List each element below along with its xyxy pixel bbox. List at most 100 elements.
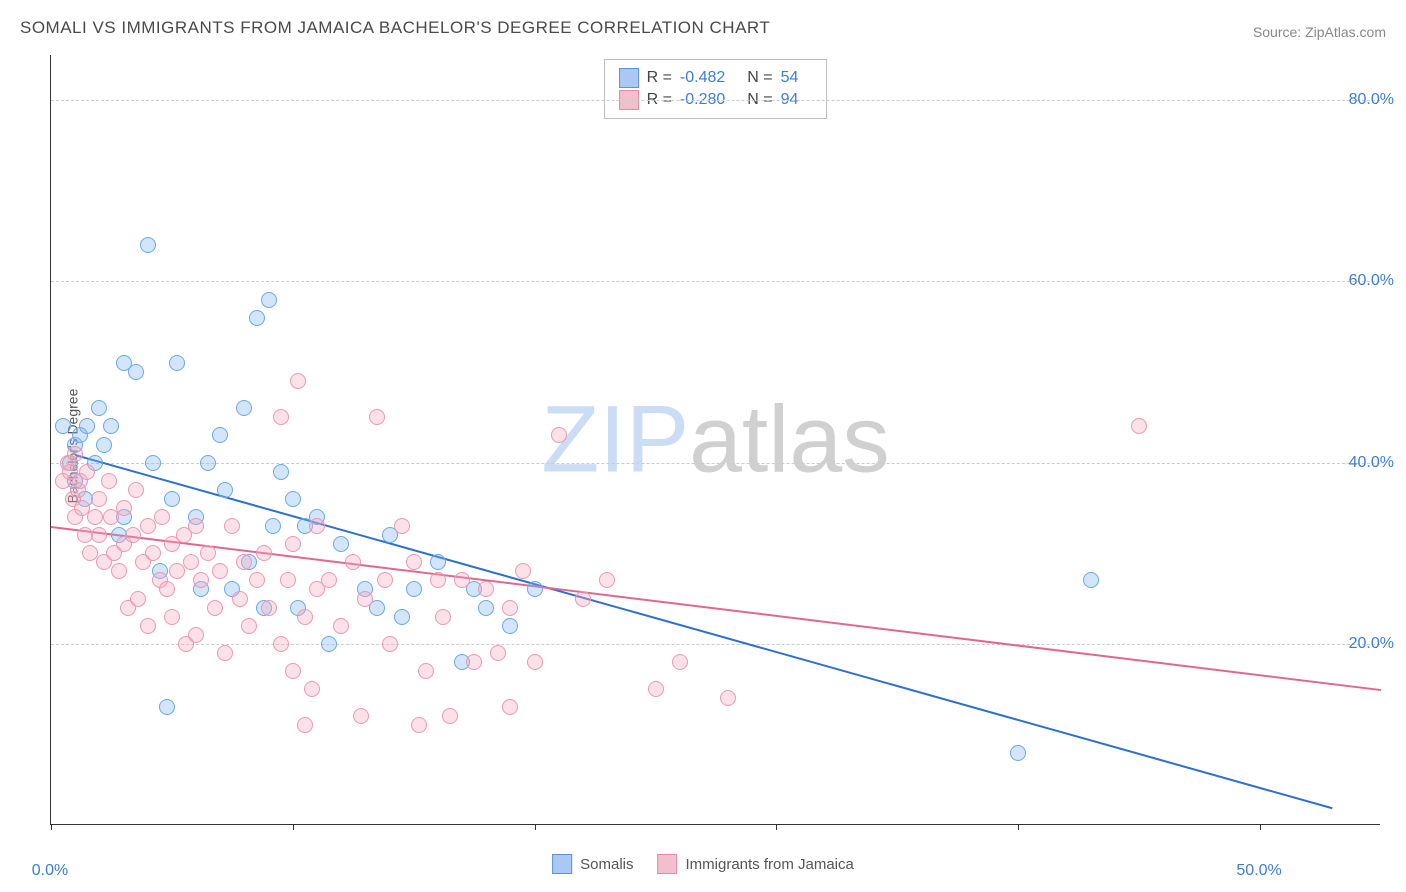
scatter-point [183,554,199,570]
scatter-point [91,491,107,507]
scatter-point [217,482,233,498]
scatter-point [720,690,736,706]
scatter-point [273,636,289,652]
scatter-point [128,482,144,498]
x-axis-min-label: 0.0% [32,862,68,880]
scatter-point [67,446,83,462]
scatter-point [128,364,144,380]
scatter-point [224,518,240,534]
scatter-point [502,699,518,715]
scatter-point [502,600,518,616]
scatter-point [304,681,320,697]
scatter-point [333,618,349,634]
scatter-point [140,237,156,253]
scatter-point [236,400,252,416]
scatter-point [478,600,494,616]
x-tick [776,824,777,830]
y-tick-label: 60.0% [1349,272,1394,290]
scatter-point [297,609,313,625]
scatter-point [435,609,451,625]
scatter-point [212,563,228,579]
scatter-point [154,509,170,525]
scatter-point [442,708,458,724]
legend-swatch [552,854,572,874]
scatter-point [466,654,482,670]
scatter-point [164,491,180,507]
x-tick [1260,824,1261,830]
scatter-point [515,563,531,579]
legend-item: Immigrants from Jamaica [657,854,853,874]
y-tick-label: 40.0% [1349,454,1394,472]
scatter-point [164,609,180,625]
bottom-legend: Somalis Immigrants from Jamaica [552,854,854,874]
scatter-point [256,545,272,561]
n-label: N = [747,69,772,87]
chart-title: SOMALI VS IMMIGRANTS FROM JAMAICA BACHEL… [20,18,770,38]
scatter-point [159,699,175,715]
x-axis-max-label: 50.0% [1236,862,1281,880]
scatter-point [418,663,434,679]
y-tick-label: 20.0% [1349,635,1394,653]
scatter-point [249,572,265,588]
scatter-point [193,572,209,588]
scatter-point [333,536,349,552]
scatter-point [382,636,398,652]
x-tick [535,824,536,830]
scatter-point [672,654,688,670]
scatter-point [111,563,127,579]
scatter-point [502,618,518,634]
scatter-point [273,464,289,480]
scatter-point [1131,418,1147,434]
gridline [51,281,1380,282]
scatter-point [169,355,185,371]
scatter-point [91,400,107,416]
scatter-point [394,609,410,625]
scatter-point [280,572,296,588]
gridline [51,644,1380,645]
scatter-point [101,473,117,489]
scatter-point [82,545,98,561]
scatter-point [103,418,119,434]
scatter-point [200,545,216,561]
plot-area: ZIPatlas R =-0.482N =54R =-0.280N =94 [50,55,1380,825]
watermark: ZIPatlas [541,385,889,494]
scatter-point [394,518,410,534]
x-tick [51,824,52,830]
scatter-point [241,618,257,634]
scatter-point [145,455,161,471]
scatter-point [377,572,393,588]
scatter-point [321,572,337,588]
gridline [51,463,1380,464]
legend-label: Immigrants from Jamaica [685,856,853,873]
trend-line [51,526,1381,691]
scatter-point [212,427,228,443]
scatter-point [309,518,325,534]
legend-label: Somalis [580,856,633,873]
gridline [51,100,1380,101]
scatter-point [454,572,470,588]
stats-box: R =-0.482N =54R =-0.280N =94 [604,59,828,119]
scatter-point [188,518,204,534]
scatter-point [490,645,506,661]
scatter-point [232,591,248,607]
scatter-point [236,554,252,570]
scatter-point [55,418,71,434]
scatter-point [140,618,156,634]
scatter-point [87,509,103,525]
scatter-point [599,572,615,588]
scatter-point [188,627,204,643]
scatter-point [285,491,301,507]
scatter-point [321,636,337,652]
scatter-point [265,518,281,534]
chart-container: SOMALI VS IMMIGRANTS FROM JAMAICA BACHEL… [0,0,1406,892]
scatter-point [140,518,156,534]
y-tick-label: 80.0% [1349,91,1394,109]
scatter-point [116,500,132,516]
scatter-point [648,681,664,697]
scatter-point [200,455,216,471]
scatter-point [1083,572,1099,588]
scatter-point [285,663,301,679]
stats-row: R =-0.482N =54 [619,68,813,88]
scatter-point [357,591,373,607]
scatter-point [79,464,95,480]
